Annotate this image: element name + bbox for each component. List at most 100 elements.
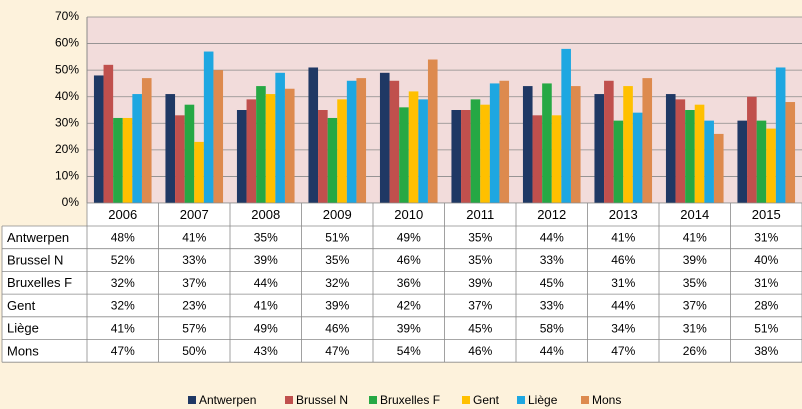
table-cell: 35% [468,253,492,267]
bar [399,107,409,203]
table-cell: 28% [754,299,778,313]
bar [756,120,767,203]
bar [132,94,142,203]
table-cell: 31% [754,231,778,245]
table-cell: 48% [111,231,135,245]
bar [122,117,133,203]
x-tick-label: 2014 [680,207,709,222]
table-cell: 31% [683,321,707,335]
bar [704,120,714,203]
y-tick-label: 60% [55,36,79,50]
table-cell: 33% [540,253,564,267]
bar [542,83,552,203]
bar [265,94,276,203]
table-cell: 37% [468,299,492,313]
bar [665,94,676,203]
legend-swatch [188,396,196,404]
bar [613,120,624,203]
table-cell: 47% [111,344,135,358]
bar [785,102,796,203]
bar [522,86,533,203]
table-cell: 49% [397,231,421,245]
bar [532,115,543,203]
table-cell: 32% [111,276,135,290]
table-cell: 46% [325,321,349,335]
legend-swatch [285,396,293,404]
table-cell: 41% [254,299,278,313]
table-cell: 44% [611,299,635,313]
bar [675,99,686,203]
table-cell: 39% [325,299,349,313]
bar [337,99,347,203]
table-cell: 34% [611,321,635,335]
legend-label: Antwerpen [199,393,256,407]
table-row-label: Gent [7,298,36,313]
table-cell: 43% [254,344,278,358]
table-cell: 37% [182,276,206,290]
bar [713,133,724,203]
table-cell: 32% [325,276,349,290]
x-tick-label: 2012 [537,207,566,222]
bar [379,72,390,203]
table-cell: 37% [683,299,707,313]
table-cell: 23% [182,299,206,313]
bar [775,67,786,203]
table-cell: 36% [397,276,421,290]
table-row-label: Bruxelles F [7,275,72,290]
bar [766,128,776,203]
table-cell: 44% [540,231,564,245]
table-cell: 31% [754,276,778,290]
y-tick-label: 50% [55,62,79,76]
y-tick-label: 30% [55,115,79,129]
table-cell: 35% [683,276,707,290]
table-cell: 31% [611,276,635,290]
x-tick-label: 2011 [466,207,494,222]
y-tick-label: 40% [55,89,79,103]
bar [113,117,123,203]
bar [685,110,695,203]
x-tick-label: 2006 [108,207,137,222]
table-cell: 44% [540,344,564,358]
bar [346,80,357,203]
x-tick-label: 2013 [609,207,638,222]
bar [103,64,114,203]
bar [93,75,104,203]
table-cell: 49% [254,321,278,335]
table-cell: 57% [182,321,206,335]
bar [356,78,367,203]
bar [632,112,643,203]
table-cell: 44% [254,276,278,290]
table-cell: 45% [540,276,564,290]
x-tick-label: 2010 [394,207,423,222]
bar [427,59,438,204]
bar [194,141,204,203]
table-cell: 46% [397,253,421,267]
bar [418,99,428,203]
table-cell: 33% [540,299,564,313]
bar [284,88,295,203]
legend-swatch [517,396,525,404]
x-tick-label: 2007 [180,207,209,222]
bar [623,86,633,203]
legend-swatch [369,396,377,404]
table-cell: 42% [397,299,421,313]
bar [213,70,224,204]
bar [165,94,176,203]
table-cell: 32% [111,299,135,313]
table-cell: 39% [683,253,707,267]
bar [327,117,338,203]
table-cell: 40% [754,253,778,267]
table-cell: 33% [182,253,206,267]
table-cell: 26% [683,344,707,358]
bar [737,120,748,203]
y-tick-label: 0% [62,195,80,209]
bar [175,115,185,203]
bar [408,91,419,203]
table-cell: 50% [182,344,206,358]
table-cell: 47% [325,344,349,358]
table-row-label: Mons [7,343,39,358]
table-cell: 41% [611,231,635,245]
table-cell: 35% [254,231,278,245]
table-cell: 58% [540,321,564,335]
bar [470,99,481,203]
